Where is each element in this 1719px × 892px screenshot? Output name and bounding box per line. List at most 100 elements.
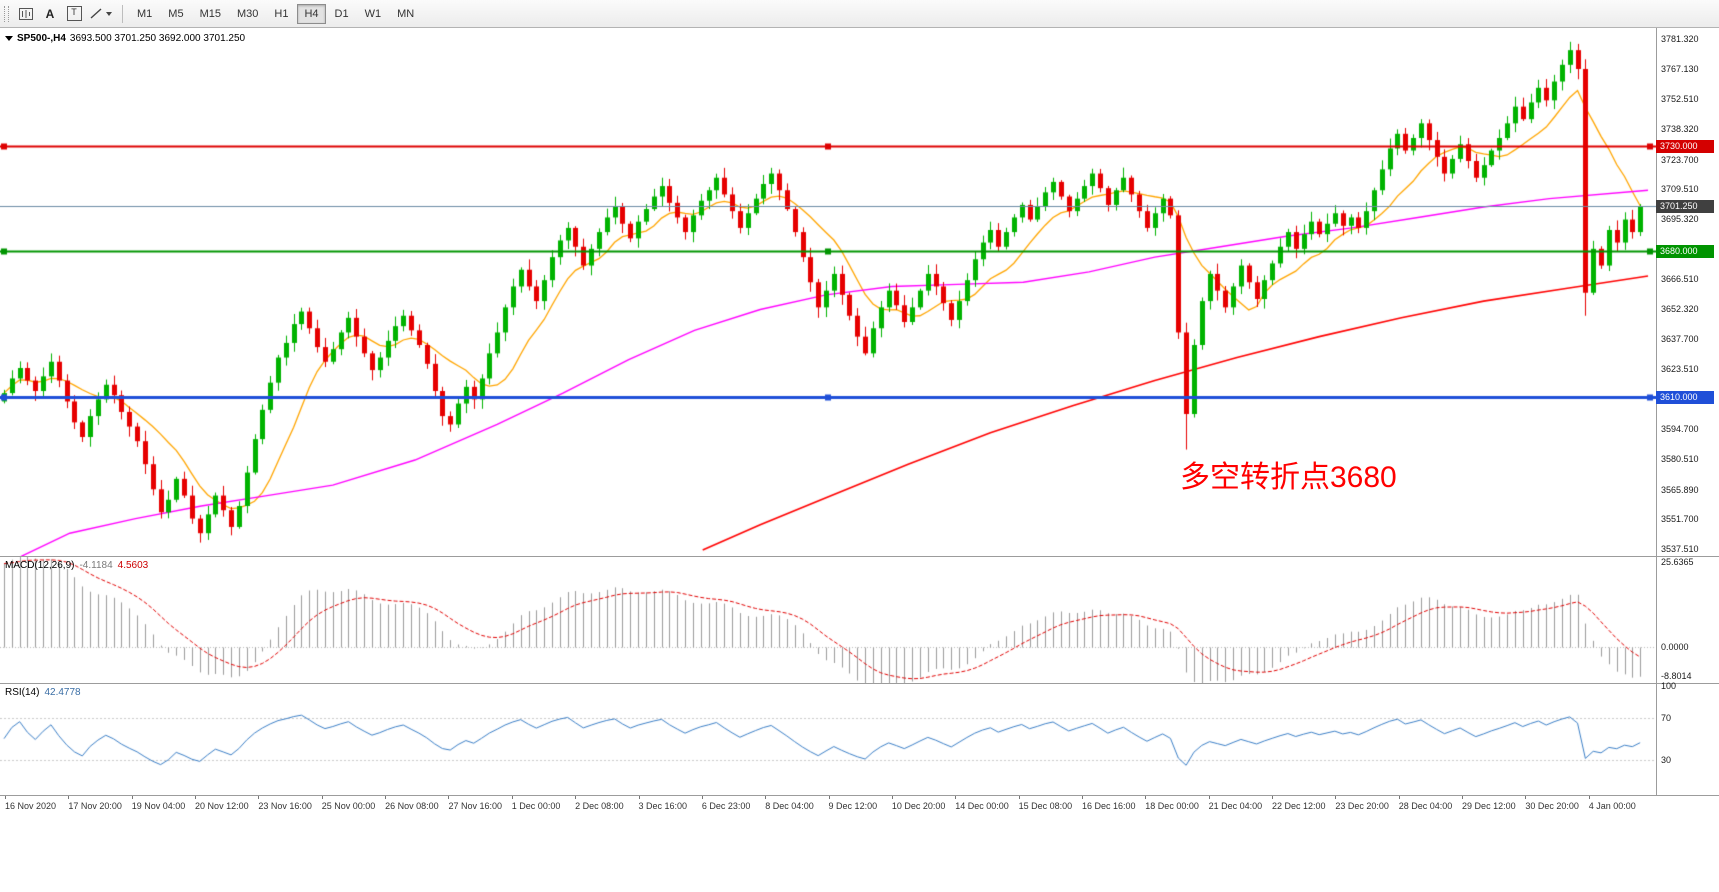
time-label: 14 Dec 00:00 bbox=[955, 801, 1009, 811]
timeframe-w1[interactable]: W1 bbox=[358, 4, 389, 24]
time-label: 16 Dec 16:00 bbox=[1081, 801, 1136, 811]
price-label: 3723.700 bbox=[1661, 154, 1699, 165]
price-label: 3537.510 bbox=[1661, 543, 1699, 554]
macd-canvas[interactable] bbox=[0, 557, 1656, 683]
time-tick bbox=[1525, 796, 1527, 799]
timeframe-m30[interactable]: M30 bbox=[230, 4, 265, 24]
price-axis-border bbox=[1656, 28, 1657, 795]
text-annotation-label: A bbox=[45, 6, 55, 21]
time-label: 17 Nov 20:00 bbox=[68, 801, 122, 811]
panel-separator-macd[interactable] bbox=[0, 556, 1719, 557]
time-tick bbox=[131, 796, 133, 799]
time-label: 3 Dec 16:00 bbox=[638, 801, 688, 811]
time-tick bbox=[385, 796, 387, 799]
time-label: 22 Dec 12:00 bbox=[1272, 801, 1326, 811]
timeframe-m5[interactable]: M5 bbox=[161, 4, 190, 24]
text-label-icon: T bbox=[66, 6, 82, 21]
time-tick bbox=[1081, 796, 1083, 799]
price-label: 3623.510 bbox=[1661, 364, 1699, 375]
chinese-annotation[interactable]: 多空转折点3680 bbox=[1180, 461, 1397, 494]
chart-icon-button[interactable] bbox=[15, 3, 37, 25]
macd-header: MACD(12,26,9) -4.1184 4.5603 bbox=[5, 560, 148, 571]
macd-label: MACD(12,26,9) bbox=[5, 560, 75, 571]
price-label: 3767.130 bbox=[1661, 63, 1699, 74]
macd-axis-label: 25.6365 bbox=[1661, 557, 1694, 568]
time-tick bbox=[5, 796, 6, 799]
time-label: 29 Dec 12:00 bbox=[1462, 801, 1516, 811]
toolbar: A T M1 M5 M15 M30 H1 H4 D1 W1 MN bbox=[0, 0, 1719, 28]
rsi-value: 42.4778 bbox=[44, 687, 81, 698]
time-label: 6 Dec 23:00 bbox=[701, 801, 751, 811]
time-tick bbox=[1208, 796, 1210, 799]
draw-tools-button[interactable] bbox=[87, 3, 115, 25]
time-label: 10 Dec 20:00 bbox=[891, 801, 946, 811]
rsi-canvas[interactable] bbox=[0, 684, 1656, 795]
time-tick bbox=[68, 796, 70, 799]
time-tick bbox=[195, 796, 197, 799]
time-tick bbox=[1462, 796, 1464, 799]
time-label: 4 Jan 00:00 bbox=[1588, 801, 1636, 811]
time-label: 20 Nov 12:00 bbox=[195, 801, 249, 811]
time-tick bbox=[1145, 796, 1147, 799]
macd-value-main: -4.1184 bbox=[79, 560, 113, 571]
macd-axis-label: 0.0000 bbox=[1661, 642, 1689, 652]
price-label: 3752.510 bbox=[1661, 94, 1699, 105]
timeframe-mn[interactable]: MN bbox=[390, 4, 421, 24]
time-tick bbox=[1588, 796, 1590, 799]
price-label: 3594.700 bbox=[1661, 424, 1699, 435]
time-label: 16 Nov 2020 bbox=[5, 801, 57, 811]
chart-icon bbox=[19, 7, 33, 20]
price-label: 3637.700 bbox=[1661, 334, 1699, 345]
rsi-label: RSI(14) bbox=[5, 687, 40, 698]
text-annotation-button[interactable]: A bbox=[39, 3, 61, 25]
text-label-button[interactable]: T bbox=[63, 3, 85, 25]
trendline-icon bbox=[90, 8, 102, 19]
price-label: 3652.320 bbox=[1661, 303, 1699, 314]
chart-symbol: SP500-,H4 bbox=[17, 33, 66, 44]
time-tick bbox=[1272, 796, 1273, 799]
time-label: 25 Nov 00:00 bbox=[321, 801, 376, 811]
timeframe-toolbar: M1 M5 M15 M30 H1 H4 D1 W1 MN bbox=[129, 3, 422, 24]
symbol-dropdown-icon bbox=[5, 36, 13, 41]
dropdown-caret-icon bbox=[106, 11, 112, 16]
rsi-header: RSI(14) 42.4778 bbox=[5, 687, 81, 698]
timeframe-m1[interactable]: M1 bbox=[130, 4, 159, 24]
macd-axis-label: -8.8014 bbox=[1661, 671, 1692, 682]
macd-value-signal: 4.5603 bbox=[117, 560, 149, 571]
time-tick bbox=[955, 796, 957, 799]
price-badge: 3610.000 bbox=[1656, 391, 1714, 405]
timeframe-d1[interactable]: D1 bbox=[328, 4, 356, 24]
time-label: 21 Dec 04:00 bbox=[1208, 801, 1263, 811]
price-badge: 3680.000 bbox=[1656, 244, 1714, 258]
price-label: 3781.320 bbox=[1661, 34, 1699, 45]
time-axis-separator bbox=[0, 795, 1719, 796]
time-label: 27 Nov 16:00 bbox=[448, 801, 502, 811]
time-tick bbox=[701, 796, 703, 799]
time-label: 23 Nov 16:00 bbox=[258, 801, 312, 811]
time-tick bbox=[258, 796, 260, 799]
timeframe-m15[interactable]: M15 bbox=[193, 4, 228, 24]
timeframe-h4[interactable]: H4 bbox=[297, 3, 326, 24]
time-tick bbox=[1018, 796, 1020, 799]
time-label: 8 Dec 04:00 bbox=[765, 801, 814, 811]
main-chart-canvas[interactable] bbox=[0, 28, 1656, 556]
panel-separator-rsi[interactable] bbox=[0, 683, 1719, 684]
price-badge: 3730.000 bbox=[1656, 140, 1714, 154]
time-label: 9 Dec 12:00 bbox=[828, 801, 878, 811]
chart-title: SP500-,H4 3693.500 3701.250 3692.000 370… bbox=[5, 33, 245, 44]
price-label: 3666.510 bbox=[1661, 274, 1699, 285]
rsi-axis-label: 100 bbox=[1661, 681, 1677, 691]
toolbar-grip[interactable] bbox=[4, 5, 9, 22]
timeframe-h1[interactable]: H1 bbox=[267, 4, 295, 24]
time-label: 18 Dec 00:00 bbox=[1145, 801, 1199, 811]
toolbar-separator bbox=[122, 4, 123, 23]
time-axis[interactable]: 16 Nov 2020 17 Nov 20:00 19 Nov 04:00 20 No… bbox=[0, 796, 1656, 818]
rsi-axis-label: 70 bbox=[1661, 712, 1672, 723]
time-label: 23 Dec 20:00 bbox=[1335, 801, 1389, 811]
time-label: 30 Dec 20:00 bbox=[1525, 801, 1579, 811]
time-tick bbox=[511, 796, 513, 799]
time-label: 2 Dec 08:00 bbox=[575, 801, 624, 811]
time-tick bbox=[321, 796, 323, 799]
time-tick bbox=[828, 796, 830, 799]
